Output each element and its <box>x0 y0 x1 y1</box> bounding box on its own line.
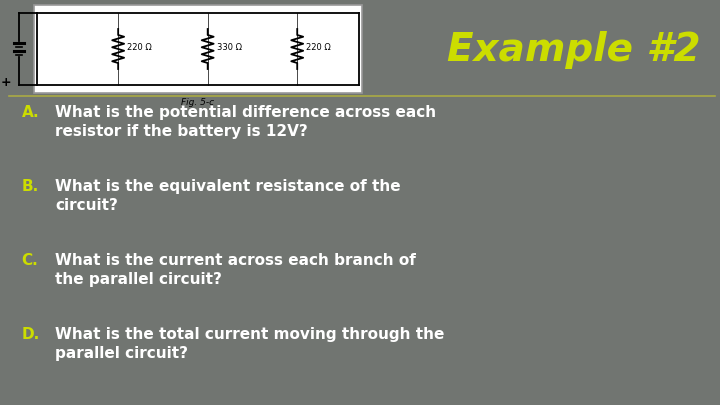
Text: C.: C. <box>22 253 38 268</box>
Text: A.: A. <box>22 105 40 120</box>
Text: What is the current across each branch of
the parallel circuit?: What is the current across each branch o… <box>55 253 416 287</box>
FancyBboxPatch shape <box>34 5 362 93</box>
Text: Fig. 5-c: Fig. 5-c <box>181 98 215 107</box>
Text: 330 Ω: 330 Ω <box>217 43 242 51</box>
Text: D.: D. <box>22 327 40 342</box>
Text: B.: B. <box>22 179 39 194</box>
Text: 220 Ω: 220 Ω <box>306 43 331 51</box>
Text: What is the potential difference across each
resistor if the battery is 12V?: What is the potential difference across … <box>55 105 436 139</box>
Text: 220 Ω: 220 Ω <box>127 43 152 51</box>
Text: What is the total current moving through the
parallel circuit?: What is the total current moving through… <box>55 327 445 361</box>
Text: Example #2: Example #2 <box>446 31 700 69</box>
Text: +: + <box>1 75 11 89</box>
Text: What is the equivalent resistance of the
circuit?: What is the equivalent resistance of the… <box>55 179 401 213</box>
